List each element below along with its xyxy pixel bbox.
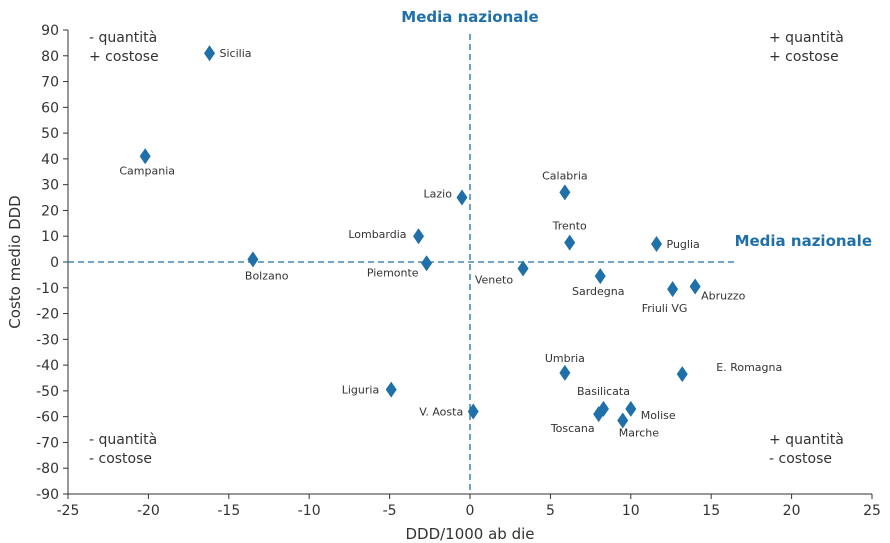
point-piemonte	[421, 255, 433, 272]
point-label-marche: Marche	[619, 427, 660, 440]
quadrant-labels: - quantità + costose + quantità + costose - …	[89, 30, 844, 467]
point-campania	[139, 148, 151, 165]
quadrant-label-top-right: + costose	[769, 49, 839, 65]
x-tick-label: -20	[137, 503, 160, 519]
y-tick-label: -70	[36, 435, 59, 451]
point-calabria	[559, 184, 571, 201]
point-toscana	[593, 406, 605, 423]
point-label-umbria: Umbria	[545, 352, 585, 365]
point-molise	[625, 400, 637, 417]
point-sardegna	[594, 268, 606, 285]
vertical-mean-label: Media nazionale	[401, 8, 538, 26]
point-label-friuli-vg: Friuli VG	[642, 302, 688, 315]
point-label-sardegna: Sardegna	[572, 285, 625, 298]
point-lombardia	[413, 228, 425, 245]
x-tick-label: 20	[783, 503, 801, 519]
y-tick-label: 20	[41, 203, 59, 219]
quadrant-label-bottom-left: - costose	[89, 451, 152, 467]
y-tick-label: 80	[41, 49, 59, 65]
point-label-trento: Trento	[552, 220, 587, 233]
point-label-lombardia: Lombardia	[348, 228, 406, 241]
quadrant-label-top-left: - quantità	[89, 30, 157, 46]
point-bolzano	[247, 251, 259, 268]
point-umbria	[559, 364, 571, 381]
y-tick-label: -80	[36, 461, 59, 477]
y-tick-label: -60	[36, 410, 59, 426]
y-tick-label: 30	[41, 178, 59, 194]
y-tick-label: 0	[50, 255, 59, 271]
point-puglia	[651, 235, 663, 252]
y-tick-label: -50	[36, 384, 59, 400]
point-label-basilicata: Basilicata	[577, 385, 630, 398]
y-tick-label: 60	[41, 100, 59, 116]
point-abruzzo	[689, 278, 701, 295]
horizontal-mean-label: Media nazionale	[735, 232, 872, 250]
quadrant-label-bottom-right: + quantità	[769, 432, 844, 448]
x-tick-label: -15	[217, 503, 240, 519]
y-tick-label: -40	[36, 358, 59, 374]
point-label-toscana: Toscana	[550, 422, 595, 435]
x-tick-label: -10	[298, 503, 321, 519]
point-label-calabria: Calabria	[542, 169, 588, 182]
point-friuli-vg	[667, 281, 679, 298]
y-tick-label: 70	[41, 75, 59, 91]
point-trento	[564, 234, 576, 251]
x-tick-label: 10	[622, 503, 640, 519]
axes: 9080706050403020100-10-20-30-40-50-60-70…	[36, 23, 881, 519]
y-tick-label: -10	[36, 281, 59, 297]
reference-lines: Media nazionale Media nazionale	[68, 8, 872, 494]
quadrant-label-top-right: + quantità	[769, 30, 844, 46]
point-label-e-romagna: E. Romagna	[716, 361, 782, 374]
quadrant-label-bottom-right: - costose	[769, 451, 832, 467]
x-tick-label: -25	[57, 503, 80, 519]
point-label-campania: Campania	[119, 164, 175, 177]
point-liguria	[385, 381, 397, 398]
point-label-piemonte: Piemonte	[367, 266, 419, 279]
point-sicilia	[204, 45, 216, 62]
x-tick-label: -5	[383, 503, 397, 519]
point-label-veneto: Veneto	[475, 273, 513, 286]
x-tick-label: 5	[546, 503, 555, 519]
point-label-lazio: Lazio	[424, 188, 453, 201]
point-label-puglia: Puglia	[667, 238, 700, 251]
point-label-abruzzo: Abruzzo	[701, 289, 746, 302]
point-label-molise: Molise	[641, 409, 676, 422]
point-label-v-aosta: V. Aosta	[419, 406, 463, 419]
y-tick-label: 90	[41, 23, 59, 39]
point-v-aosta	[467, 403, 479, 420]
y-tick-label: -20	[36, 307, 59, 323]
x-tick-label: 25	[863, 503, 881, 519]
point-lazio	[456, 189, 468, 206]
y-tick-label: 10	[41, 229, 59, 245]
x-tick-label: 0	[466, 503, 475, 519]
point-marche	[617, 412, 629, 429]
y-tick-label: -90	[36, 487, 59, 503]
point-label-sicilia: Sicilia	[220, 47, 252, 60]
quadrant-label-bottom-left: - quantità	[89, 432, 157, 448]
data-points: Sicilia Campania Bolzano Lombardia Piemonte L…	[119, 45, 782, 440]
point-e-romagna	[676, 366, 688, 383]
point-veneto	[517, 260, 529, 277]
quadrant-label-top-left: + costose	[89, 49, 159, 65]
x-tick-label: 15	[702, 503, 720, 519]
y-tick-label: -30	[36, 332, 59, 348]
y-tick-label: 50	[41, 126, 59, 142]
x-axis-title: DDD/1000 ab die	[405, 525, 534, 543]
point-label-bolzano: Bolzano	[245, 269, 289, 282]
point-label-liguria: Liguria	[342, 384, 379, 397]
y-tick-label: 40	[41, 152, 59, 168]
y-axis-title: Costo medio DDD	[6, 195, 24, 328]
